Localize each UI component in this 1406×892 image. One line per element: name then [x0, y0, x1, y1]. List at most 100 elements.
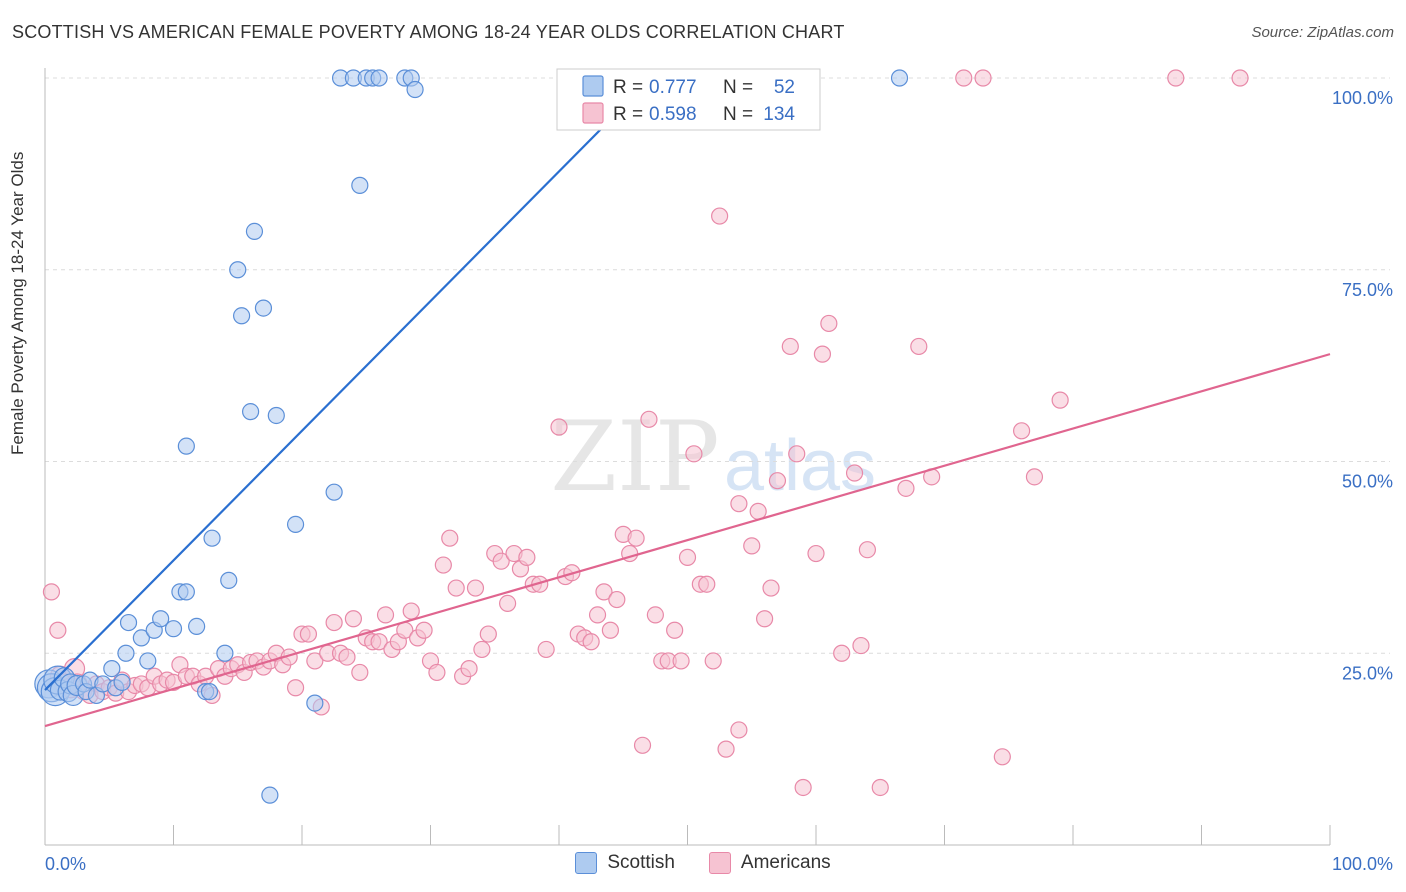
scottish-point — [216, 644, 234, 662]
americans-point — [1231, 69, 1249, 87]
americans-point — [852, 636, 870, 655]
stats-n-value: 52 — [774, 77, 795, 98]
americans-point — [813, 345, 832, 363]
americans-point — [1025, 468, 1044, 486]
americans-point — [1167, 69, 1185, 87]
americans-point — [595, 583, 613, 601]
americans-point — [499, 594, 517, 612]
scottish-point — [306, 694, 324, 712]
scottish-point — [220, 571, 238, 589]
americans-point — [685, 445, 703, 463]
scottish-point — [370, 69, 388, 87]
legend-label-scottish: Scottish — [607, 852, 675, 873]
chart-source: Source: ZipAtlas.com — [1251, 24, 1394, 41]
legend-item-americans[interactable]: Americans — [708, 852, 831, 874]
stats-n-label: N = — [723, 77, 753, 98]
americans-trend-line — [44, 353, 1331, 728]
americans-swatch — [708, 852, 731, 874]
americans-point — [286, 679, 305, 697]
americans-point — [344, 610, 362, 628]
stats-n-value: 134 — [763, 104, 795, 125]
chart-title: SCOTTISH VS AMERICAN FEMALE POVERTY AMON… — [12, 22, 845, 42]
americans-point — [338, 648, 356, 666]
americans-point — [473, 640, 491, 659]
scottish-swatch — [575, 852, 598, 874]
americans-point — [441, 529, 459, 547]
scottish-point — [188, 617, 206, 636]
americans-point — [325, 613, 343, 632]
americans-point — [1051, 391, 1069, 409]
americans-point — [402, 602, 420, 620]
scottish-point — [139, 652, 157, 670]
americans-point — [351, 663, 369, 682]
americans-point — [646, 606, 664, 624]
y-tick-label: 50.0% — [1342, 472, 1393, 492]
americans-point — [974, 69, 992, 87]
scottish-point — [286, 515, 305, 533]
scottish-point — [267, 406, 285, 425]
americans-point — [794, 778, 812, 797]
americans-point — [755, 610, 774, 628]
scottish-point — [351, 176, 369, 194]
scottish-point — [113, 673, 131, 691]
americans-point — [897, 479, 915, 497]
stats-r-label: R = — [613, 104, 643, 125]
scottish-point — [164, 620, 183, 638]
americans-point — [49, 621, 67, 639]
bottom-legend: Scottish Americans — [0, 852, 1406, 874]
x-tick-label-min: 0.0% — [45, 854, 86, 874]
americans-point — [582, 633, 600, 651]
americans-point — [601, 621, 620, 639]
legend-item-scottish[interactable]: Scottish — [575, 852, 675, 874]
americans-point — [492, 552, 510, 570]
scottish-point — [261, 786, 279, 804]
americans-point — [588, 606, 607, 624]
americans-point — [781, 337, 799, 356]
scottish-point — [152, 610, 170, 628]
scottish-point — [254, 299, 273, 317]
scottish-point — [132, 629, 150, 647]
americans-point — [537, 640, 555, 659]
americans-point — [376, 606, 395, 624]
stats-swatch-scottish — [582, 75, 604, 97]
americans-point — [415, 621, 433, 639]
americans-point — [858, 541, 877, 559]
americans-point — [762, 579, 780, 597]
scottish-point — [325, 483, 343, 501]
americans-point — [717, 740, 735, 758]
scottish-point — [119, 613, 138, 632]
americans-point — [730, 495, 748, 513]
legend-label-americans: Americans — [740, 852, 831, 873]
americans-point — [640, 410, 658, 428]
americans-point — [42, 583, 61, 601]
americans-point — [608, 590, 626, 609]
americans-point — [466, 579, 485, 597]
americans-point — [743, 537, 761, 555]
scottish-point — [117, 644, 135, 662]
americans-point — [678, 548, 697, 566]
scottish-point — [233, 307, 251, 325]
scottish-point — [242, 403, 260, 421]
americans-point — [550, 418, 568, 436]
y-tick-label: 100.0% — [1332, 88, 1393, 108]
scottish-point — [890, 69, 909, 87]
americans-point — [807, 544, 825, 563]
americans-point — [910, 337, 928, 356]
americans-point — [672, 652, 690, 670]
scottish-point — [177, 583, 195, 601]
scottish-point — [245, 222, 264, 240]
americans-point — [955, 69, 973, 87]
americans-point — [460, 659, 478, 678]
americans-point — [434, 556, 452, 574]
americans-point — [518, 548, 536, 566]
scottish-point — [103, 659, 121, 678]
americans-point — [704, 652, 722, 670]
y-tick-label: 25.0% — [1342, 663, 1393, 683]
americans-point — [447, 579, 465, 597]
y-axis-label: Female Poverty Among 18-24 Year Olds — [8, 151, 27, 455]
americans-point — [820, 314, 838, 333]
x-tick-label-max: 100.0% — [1332, 854, 1393, 874]
scottish-point — [200, 682, 219, 701]
stats-swatch-americans — [582, 102, 604, 124]
scottish-point — [229, 261, 247, 279]
